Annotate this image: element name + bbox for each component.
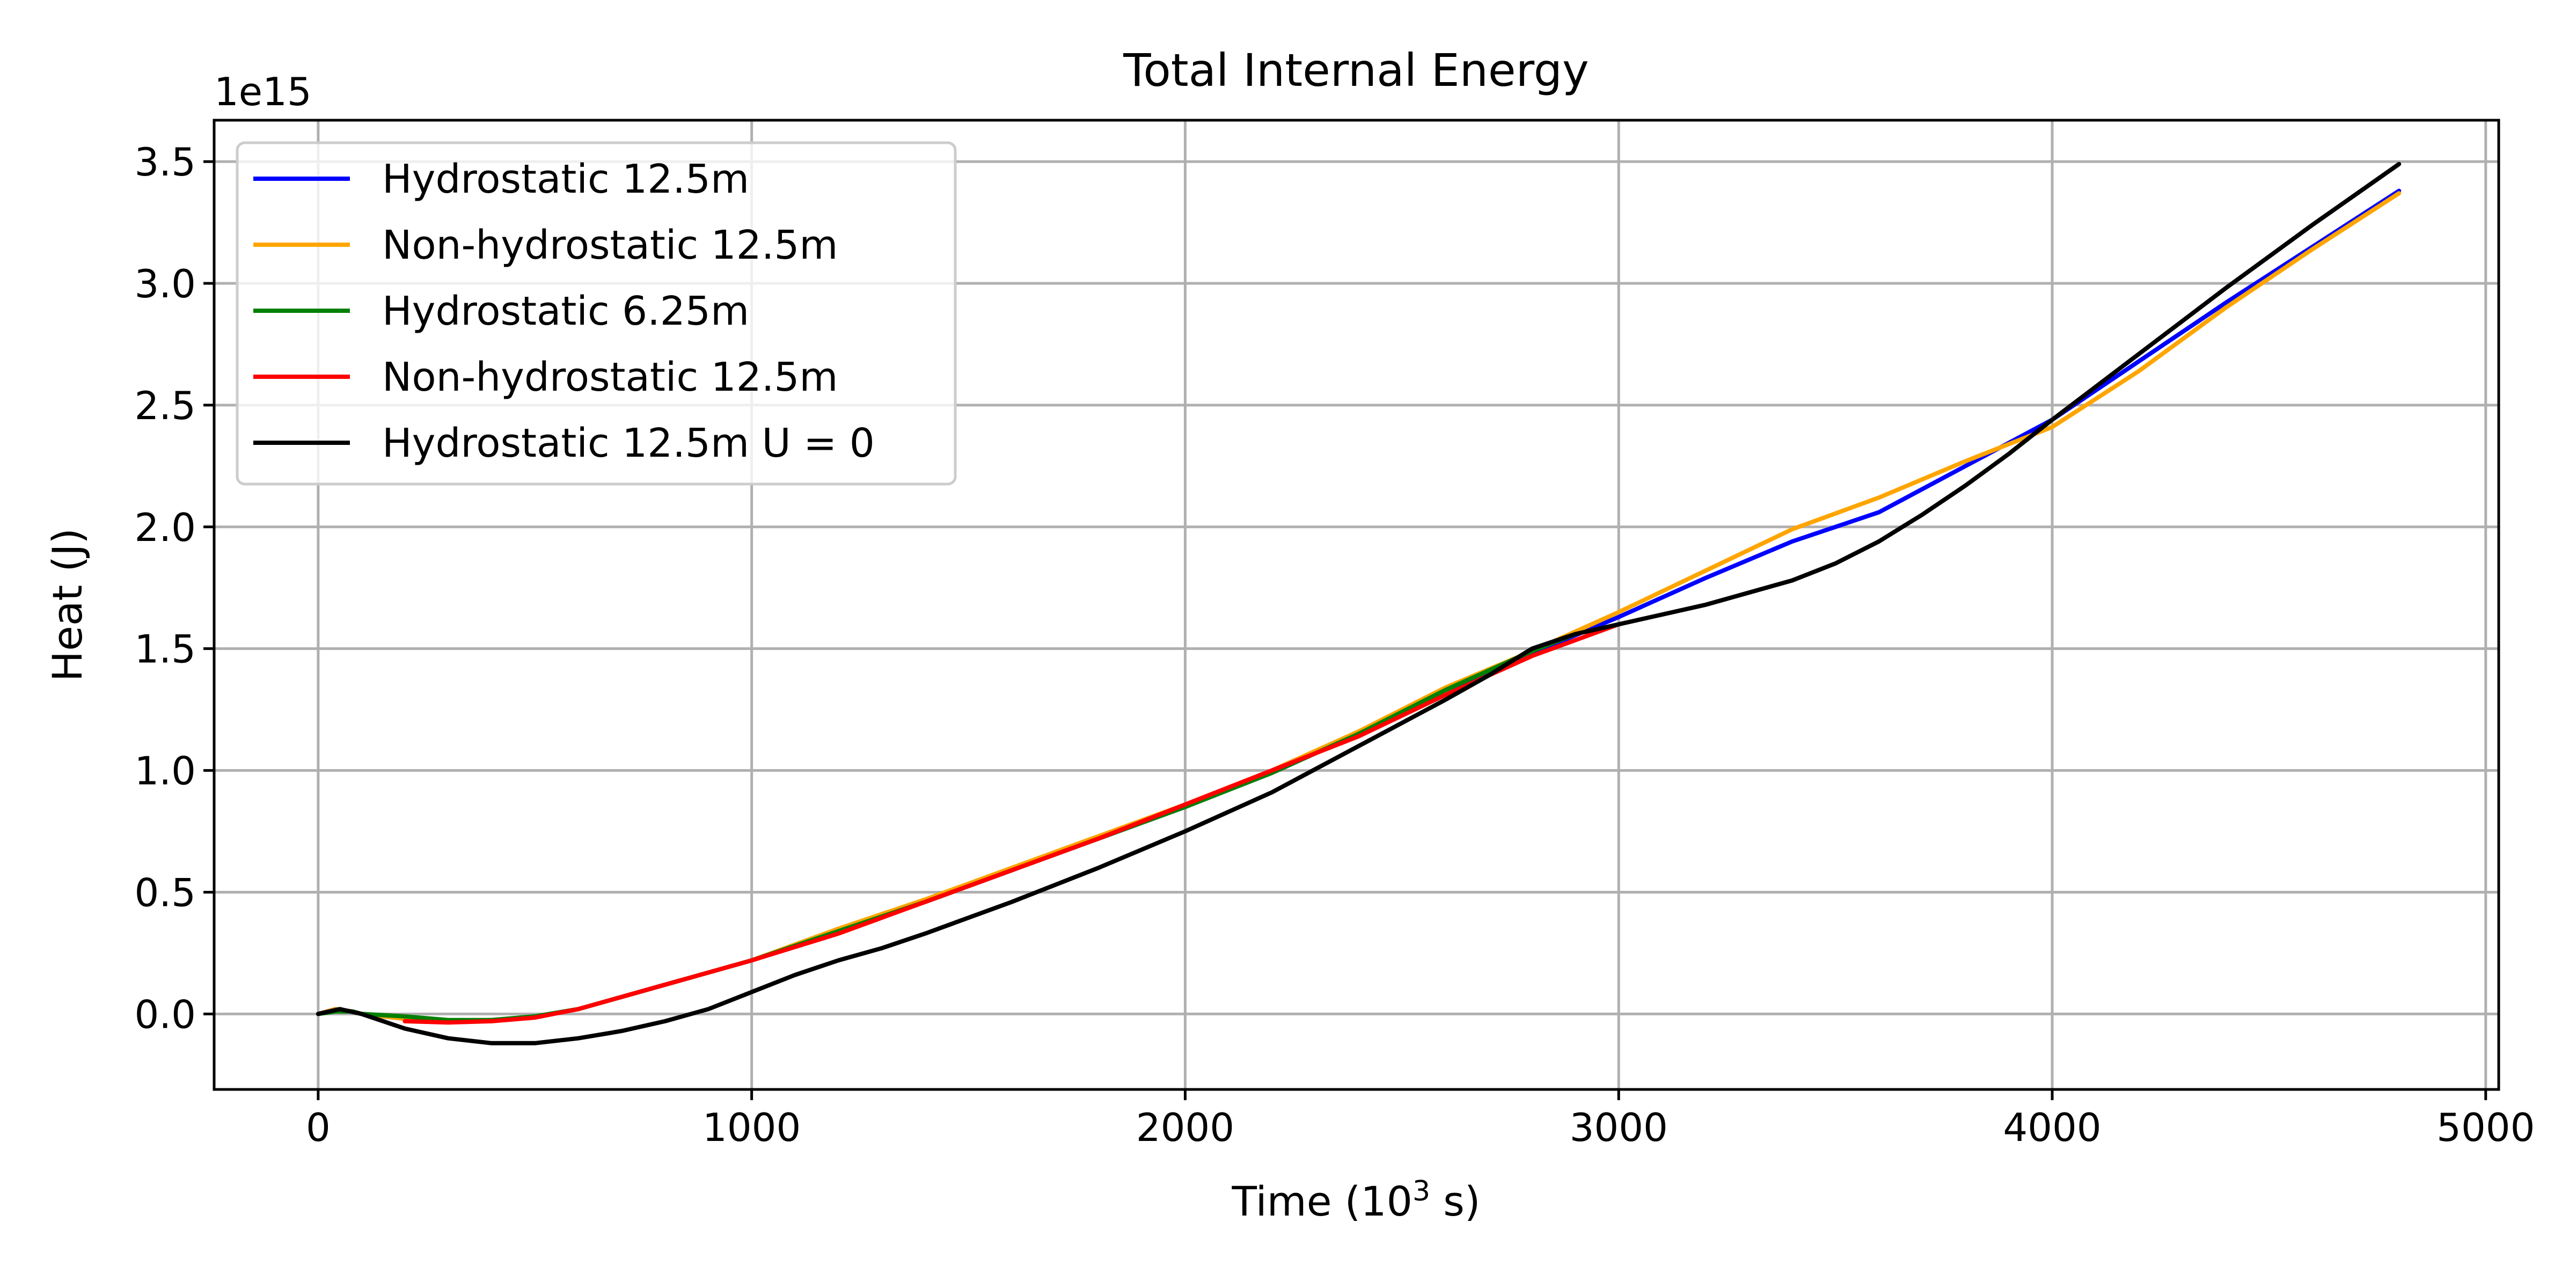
- y-axis-label: Heat (J): [43, 528, 91, 682]
- series-lines: [316, 162, 2402, 1045]
- x-tick-label: 1000: [702, 1105, 801, 1150]
- y-tick-label: 2.0: [134, 505, 196, 550]
- legend-label: Hydrostatic 12.5m U = 0: [382, 420, 875, 466]
- series-line-4: [402, 622, 1621, 1025]
- series-line-5: [316, 162, 2402, 1045]
- x-tick-label: 5000: [2436, 1105, 2535, 1150]
- y-tick-label: 3.0: [134, 261, 196, 306]
- x-tick-label: 2000: [1136, 1105, 1234, 1150]
- x-axis-label-superscript: 3: [1413, 1175, 1430, 1208]
- legend-label: Hydrostatic 6.25m: [382, 288, 749, 334]
- x-axis-label: Time (103 s): [1231, 1175, 1480, 1225]
- grid: [214, 120, 2499, 1089]
- x-axis-ticks: 0 1000 2000 3000 4000 5000: [306, 1089, 2535, 1150]
- legend-label: Non-hydrostatic 12.5m: [382, 354, 838, 400]
- y-tick-label: 0.0: [134, 992, 196, 1037]
- plot-frame: [213, 119, 2500, 1091]
- legend-label: Non-hydrostatic 12.5m: [382, 222, 838, 268]
- legend-box: [236, 141, 957, 486]
- y-tick-label: 3.5: [134, 140, 196, 185]
- y-tick-label: 1.0: [134, 749, 196, 794]
- y-tick-label: 2.5: [134, 383, 196, 428]
- legend: Hydrostatic 12.5m Non-hydrostatic 12.5m Hy…: [236, 141, 957, 486]
- x-axis-label-unit: s): [1430, 1177, 1480, 1225]
- x-tick-label: 3000: [1570, 1105, 1668, 1150]
- x-tick-label: 4000: [2003, 1105, 2101, 1150]
- legend-label: Hydrostatic 12.5m: [382, 156, 749, 202]
- y-offset-label: 1e15: [214, 69, 312, 114]
- y-tick-label: 0.5: [134, 870, 196, 915]
- x-tick-label: 0: [306, 1105, 331, 1150]
- y-axis-ticks: 0.0 0.5 1.0 1.5 2.0 2.5 3.0 3.5: [134, 140, 214, 1037]
- y-tick-label: 1.5: [134, 627, 196, 672]
- chart-title: Total Internal Energy: [1123, 44, 1589, 97]
- x-axis-label-main: Time (10: [1231, 1177, 1413, 1225]
